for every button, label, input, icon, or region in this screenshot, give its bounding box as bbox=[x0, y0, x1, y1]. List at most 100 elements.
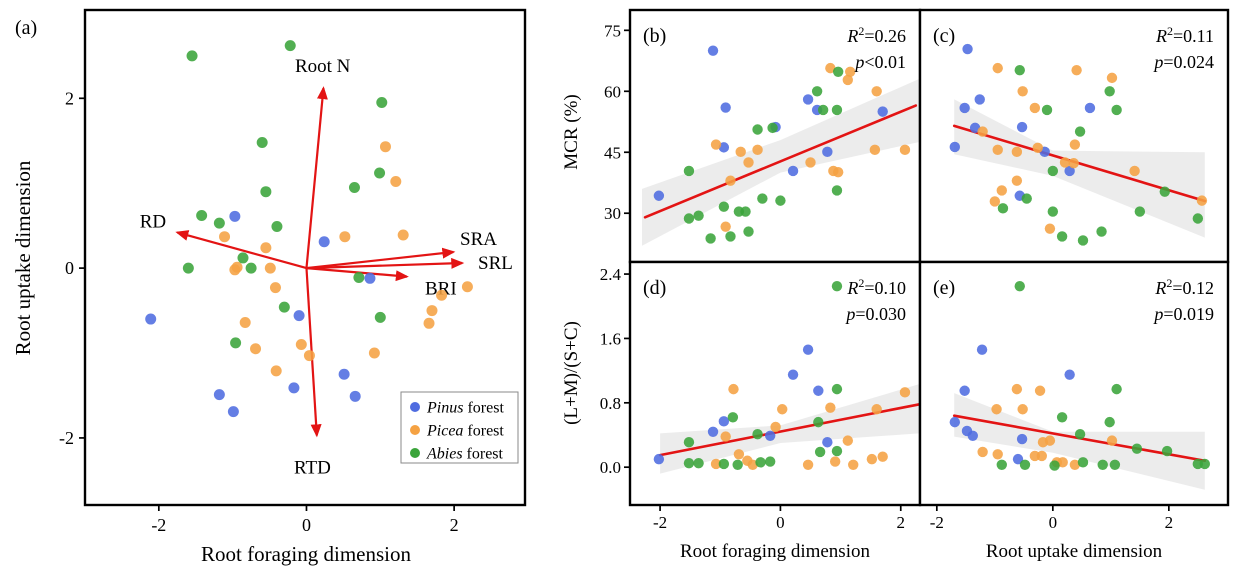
p-value-annotation: p=0.030 bbox=[844, 304, 906, 324]
data-point-abies bbox=[831, 185, 843, 196]
data-point-abies bbox=[1159, 186, 1170, 197]
data-point-picea bbox=[1011, 146, 1023, 158]
arrow-bri bbox=[306, 267, 409, 282]
data-point-pinus bbox=[338, 368, 350, 380]
data-point-abies bbox=[996, 459, 1007, 470]
arrow-root-n bbox=[305, 86, 328, 269]
data-point-picea bbox=[1032, 142, 1043, 153]
y-tick-label: 30 bbox=[604, 204, 621, 223]
data-point-picea bbox=[436, 289, 448, 301]
data-point-abies bbox=[1104, 416, 1115, 428]
y-tick-label: 1.6 bbox=[600, 329, 621, 348]
data-point-picea bbox=[842, 74, 854, 86]
data-point-abies bbox=[811, 86, 823, 97]
data-point-picea bbox=[1196, 195, 1208, 206]
y-tick-label: 0.0 bbox=[600, 458, 621, 477]
data-point-abies bbox=[1134, 206, 1146, 217]
legend-label-pinus: Pinus forest bbox=[426, 400, 504, 417]
panel-b: 30 45 60 75 R2=0.26 p<0.01 bbox=[604, 8, 922, 264]
data-point-abies bbox=[278, 301, 290, 313]
data-point-abies bbox=[182, 262, 194, 274]
data-point-pinus bbox=[707, 426, 719, 437]
confidence-band bbox=[954, 393, 1205, 490]
data-point-picea bbox=[1017, 86, 1028, 97]
data-point-picea bbox=[229, 264, 241, 276]
data-point-pinus bbox=[145, 313, 157, 325]
data-point-abies bbox=[831, 445, 843, 457]
data-point-picea bbox=[747, 459, 758, 470]
data-point-abies bbox=[1014, 64, 1025, 76]
data-point-pinus bbox=[976, 344, 988, 355]
data-point-pinus bbox=[293, 310, 305, 322]
data-point-pinus bbox=[787, 165, 799, 177]
yaxis-title-mcr: MCR (%) bbox=[561, 94, 582, 169]
data-point-picea bbox=[397, 229, 409, 241]
panel-border bbox=[83, 8, 527, 507]
data-point-pinus bbox=[718, 416, 730, 427]
panel-c: R2=0.11 p=0.024 bbox=[918, 8, 1230, 264]
data-point-abies bbox=[1047, 165, 1059, 177]
data-point-pinus bbox=[653, 190, 665, 201]
data-point-picea bbox=[710, 139, 722, 150]
data-point-abies bbox=[775, 195, 786, 206]
data-point-abies bbox=[374, 167, 386, 179]
data-point-pinus bbox=[707, 45, 719, 56]
panel-letter-d: (d) bbox=[643, 277, 666, 299]
panel-letter-a: (a) bbox=[15, 17, 37, 39]
p-value-annotation: p<0.01 bbox=[853, 52, 906, 72]
data-point-abies bbox=[374, 311, 386, 323]
legend-marker-pinus bbox=[410, 402, 420, 412]
data-point-picea bbox=[777, 404, 788, 415]
data-point-abies bbox=[256, 136, 268, 148]
p-value-annotation: p=0.024 bbox=[1152, 52, 1214, 72]
data-point-abies bbox=[997, 203, 1009, 214]
data-point-abies bbox=[196, 209, 208, 221]
data-point-picea bbox=[1034, 385, 1046, 396]
data-point-picea bbox=[1106, 435, 1118, 446]
data-point-picea bbox=[871, 86, 882, 97]
data-point-abies bbox=[1111, 383, 1122, 395]
data-point-picea bbox=[992, 449, 1003, 460]
data-point-abies bbox=[1014, 280, 1025, 292]
data-point-picea bbox=[1011, 175, 1023, 186]
data-point-picea bbox=[899, 144, 911, 156]
data-point-pinus bbox=[229, 210, 241, 222]
xaxis-title-foraging: Root foraging dimension bbox=[680, 541, 870, 562]
data-point-abies bbox=[683, 437, 695, 448]
panel-border bbox=[918, 260, 1230, 507]
y-tick-label: 75 bbox=[604, 21, 621, 40]
data-point-abies bbox=[752, 124, 763, 135]
chart-layers: Root N RD SRA SRL BRI RTD -2 0 2 -2 0 2 30 45 60 75 R2=0… bbox=[59, 8, 1230, 535]
data-point-pinus bbox=[349, 390, 361, 402]
data-point-pinus bbox=[949, 141, 961, 153]
data-point-picea bbox=[832, 166, 844, 178]
data-point-picea bbox=[303, 350, 315, 362]
legend-label-abies: Abies forest bbox=[426, 446, 504, 463]
arrow-label-rtd: RTD bbox=[294, 458, 331, 479]
data-point-pinus bbox=[822, 437, 833, 448]
data-point-abies bbox=[1161, 445, 1173, 457]
x-tick-label: -2 bbox=[151, 515, 166, 535]
data-point-picea bbox=[996, 185, 1007, 196]
panel-letter-e: (e) bbox=[933, 277, 955, 299]
data-point-picea bbox=[1068, 158, 1079, 169]
data-point-picea bbox=[1069, 459, 1081, 470]
data-point-abies bbox=[831, 104, 843, 116]
confidence-band bbox=[954, 99, 1205, 238]
data-point-abies bbox=[271, 221, 283, 233]
data-point-picea bbox=[423, 317, 435, 329]
data-point-picea bbox=[899, 387, 911, 398]
arrow-sra bbox=[306, 247, 456, 270]
data-point-picea bbox=[752, 144, 763, 156]
panel-letter-b: (b) bbox=[643, 25, 666, 47]
arrow-srl bbox=[306, 257, 465, 270]
data-point-picea bbox=[991, 404, 1002, 415]
data-point-picea bbox=[728, 383, 739, 395]
data-point-picea bbox=[379, 141, 391, 153]
data-point-picea bbox=[295, 339, 307, 351]
data-point-picea bbox=[1069, 139, 1081, 150]
data-point-abies bbox=[1096, 226, 1107, 237]
data-point-abies bbox=[284, 40, 296, 52]
data-point-abies bbox=[831, 383, 843, 395]
data-point-abies bbox=[831, 280, 843, 292]
